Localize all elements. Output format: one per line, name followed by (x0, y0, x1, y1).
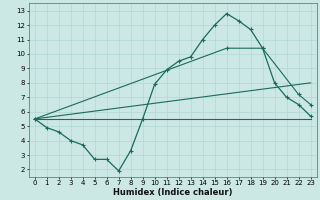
X-axis label: Humidex (Indice chaleur): Humidex (Indice chaleur) (113, 188, 232, 197)
